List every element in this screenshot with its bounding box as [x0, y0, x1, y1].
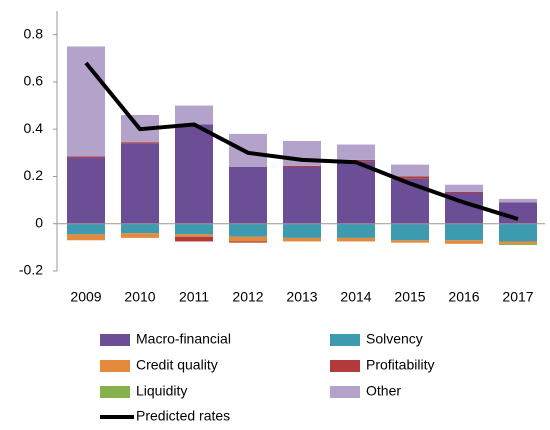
x-tick-label: 2012 [232, 289, 263, 305]
legend-swatch [100, 360, 130, 372]
bar-segment [175, 105, 213, 125]
bar-segment [67, 234, 105, 241]
bar-segment [499, 243, 537, 245]
legend-label: Predicted rates [136, 408, 230, 424]
bar-segment [121, 142, 159, 144]
bar-segment [67, 46, 105, 157]
y-tick-label: 0.4 [24, 120, 44, 136]
x-tick-label: 2009 [70, 289, 101, 305]
bar-segment [445, 191, 483, 193]
x-tick-label: 2017 [502, 289, 533, 305]
y-tick-label: -0.2 [19, 262, 43, 278]
bar-segment [391, 164, 429, 177]
bar-segment [499, 198, 537, 203]
bar-segment [499, 223, 537, 242]
bar-segment [121, 223, 159, 234]
bar-segment [283, 223, 321, 238]
bar-segment [229, 241, 267, 243]
bar-segment [175, 124, 213, 224]
bar-segment [283, 237, 321, 242]
bar-segment [445, 223, 483, 241]
bar-segment [391, 240, 429, 243]
bar-segment [229, 167, 267, 224]
bar-segment [175, 223, 213, 235]
bar-segment [121, 143, 159, 224]
y-tick-label: 0.6 [24, 73, 44, 89]
bar-segment [121, 233, 159, 238]
x-tick-label: 2015 [394, 289, 425, 305]
legend-swatch [100, 386, 130, 398]
bar-segment [229, 236, 267, 242]
legend-label: Other [366, 383, 401, 399]
y-tick-label: 0.2 [24, 167, 44, 183]
bar-segment [499, 202, 537, 224]
bar-segment [337, 161, 375, 224]
bar-segment [499, 241, 537, 244]
legend-label: Solvency [366, 331, 423, 347]
y-tick-label: 0 [35, 214, 43, 230]
bar-segment [229, 223, 267, 237]
legend-swatch [330, 334, 360, 346]
legend-swatch [330, 360, 360, 372]
bar-segment [337, 144, 375, 160]
legend-swatch [100, 334, 130, 346]
bar-segment [175, 236, 213, 242]
predicted-line [84, 61, 519, 221]
bar-segment [67, 156, 105, 158]
bar-segment [445, 184, 483, 192]
bar-segment [445, 240, 483, 244]
x-tick-label: 2016 [448, 289, 479, 305]
x-tick-label: 2011 [179, 289, 209, 305]
bar-segment [67, 157, 105, 224]
bar-segment [391, 223, 429, 241]
bar-segment [283, 165, 321, 167]
bar-segment [283, 167, 321, 224]
bar-segment [337, 223, 375, 238]
x-tick-label: 2010 [124, 289, 155, 305]
legend-label: Macro-financial [136, 331, 231, 347]
legend-label: Profitability [366, 357, 434, 373]
x-tick-label: 2013 [286, 289, 317, 305]
bar-segment [175, 234, 213, 237]
legend-label: Credit quality [136, 357, 218, 373]
legend-swatch [330, 386, 360, 398]
bar-segment [391, 176, 429, 179]
bar-segment [229, 133, 267, 167]
x-tick-label: 2014 [340, 289, 371, 305]
bar-segment [67, 223, 105, 235]
bar-segment [337, 237, 375, 242]
y-tick-label: 0.8 [24, 25, 44, 41]
legend-label: Liquidity [136, 383, 187, 399]
